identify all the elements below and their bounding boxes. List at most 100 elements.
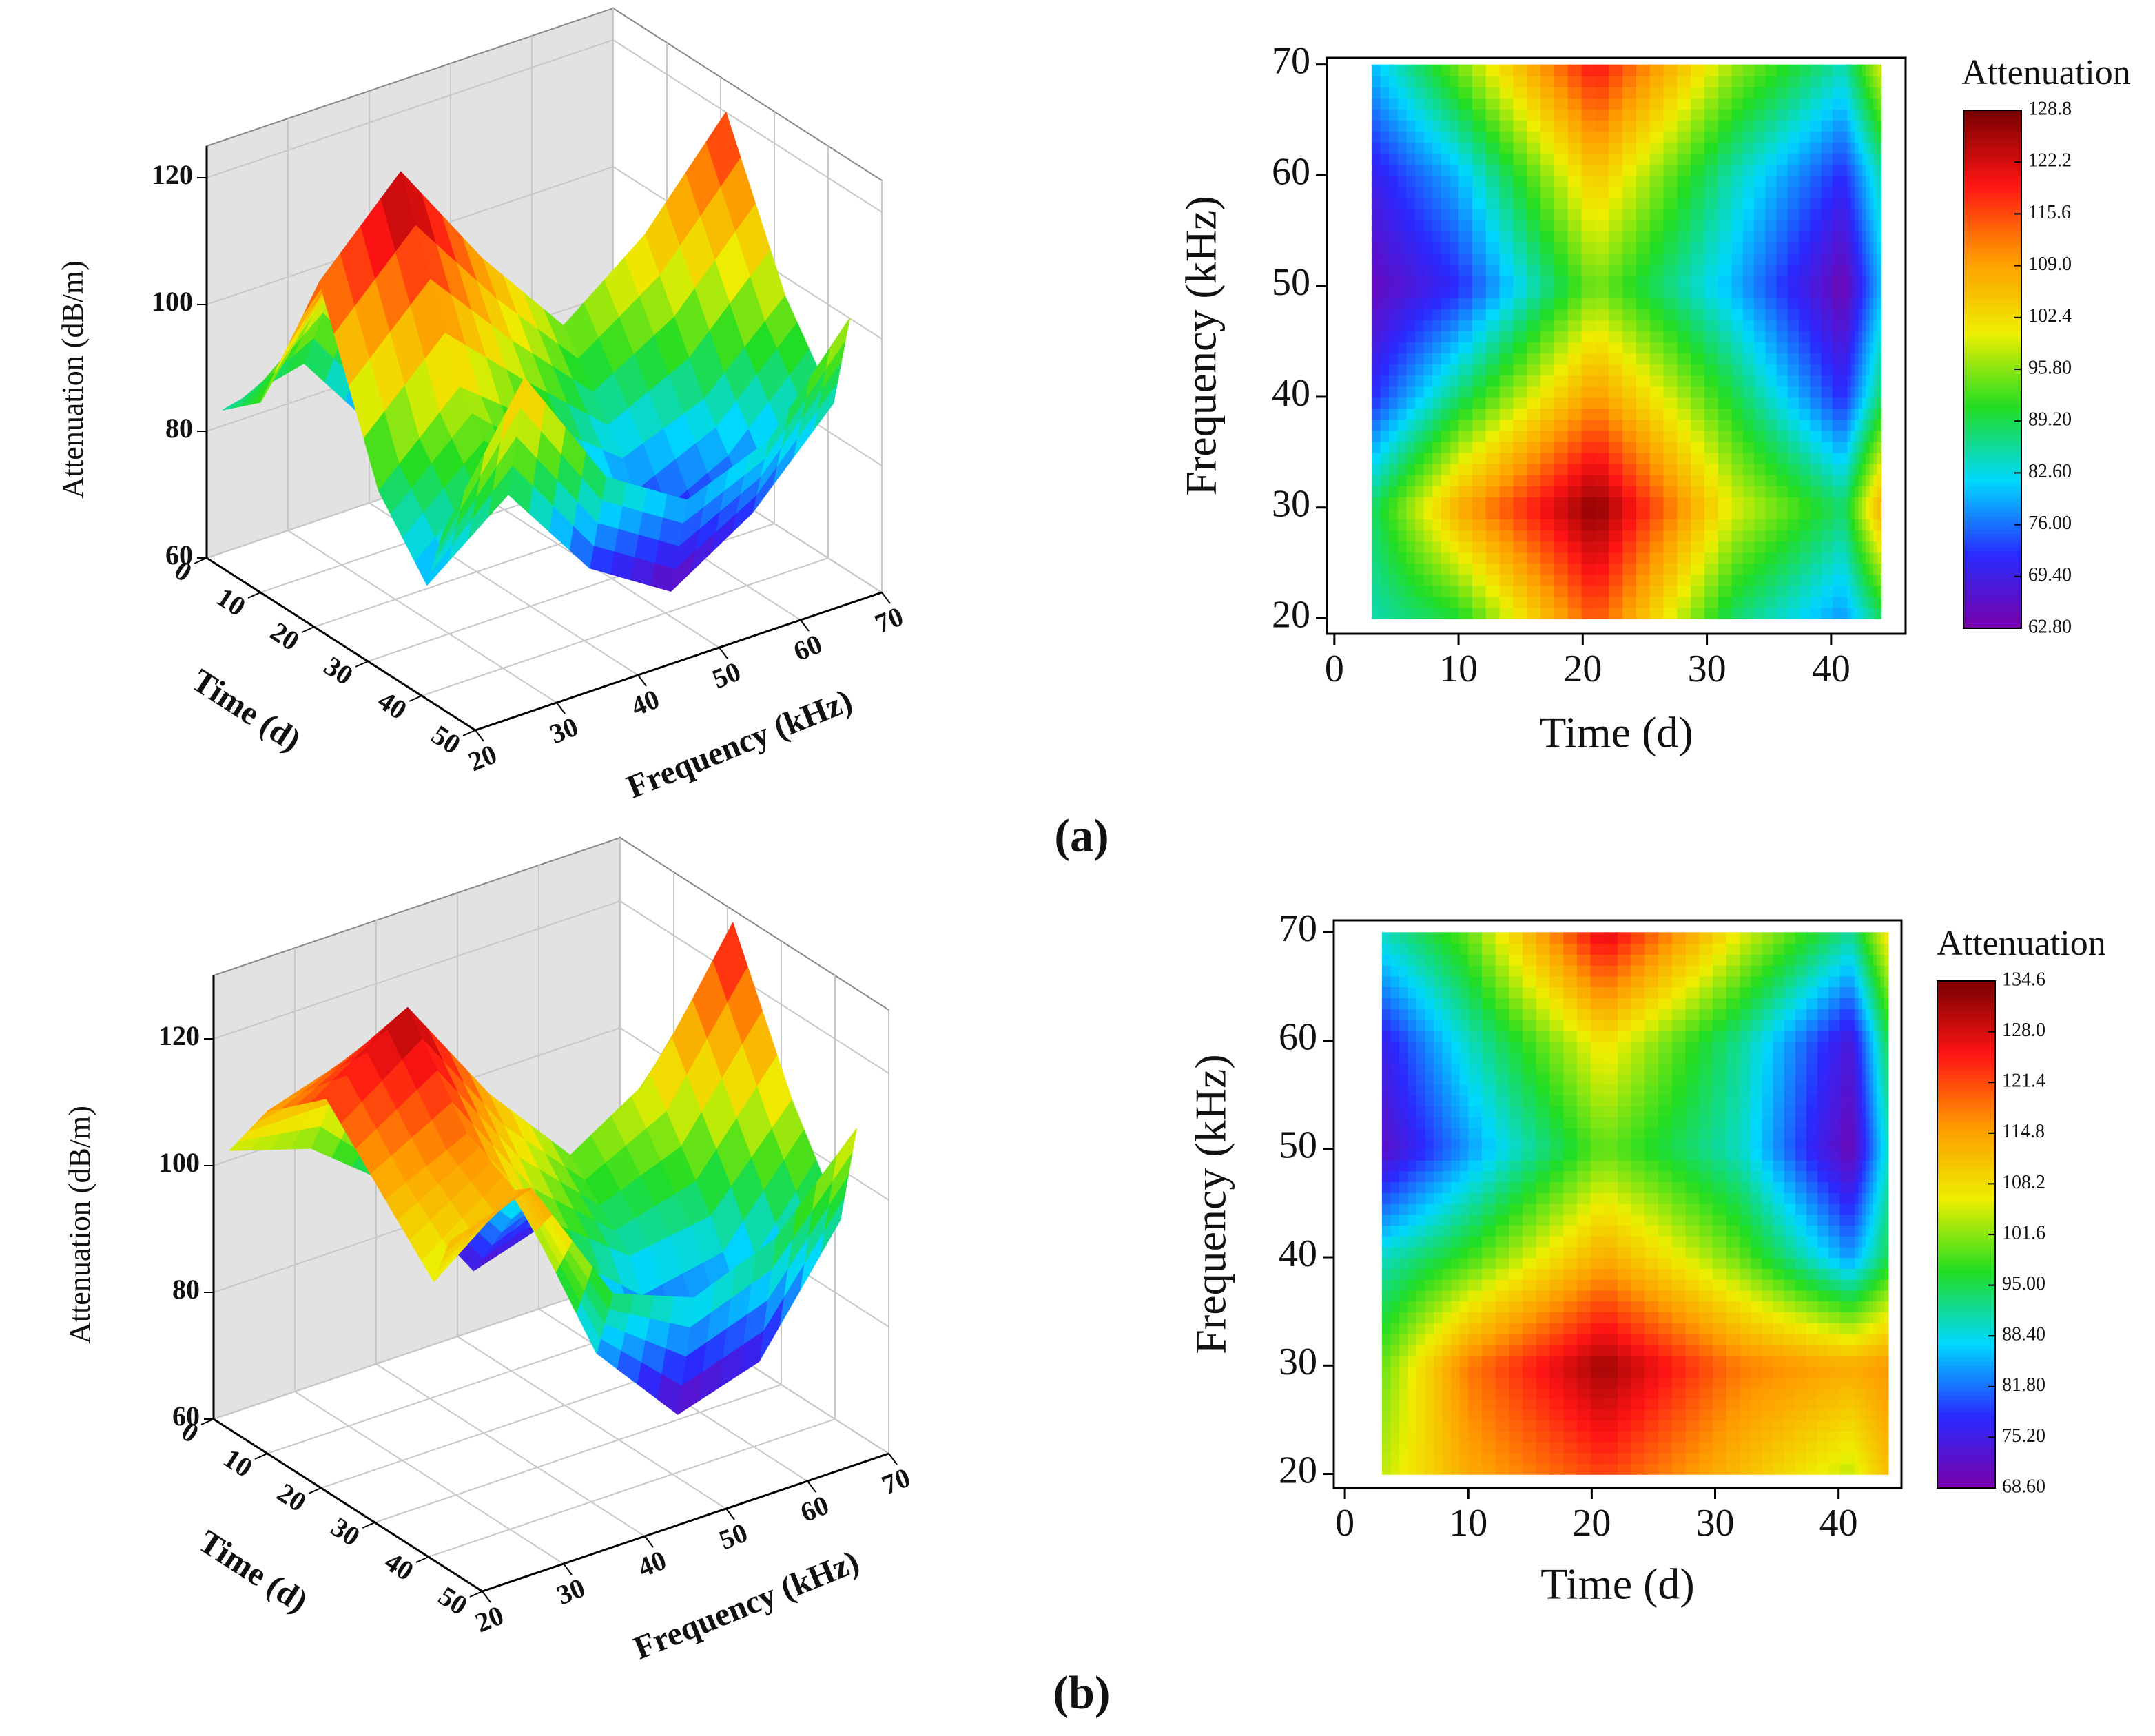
contour-cell <box>1658 1192 1673 1204</box>
contour-cell <box>1527 175 1542 187</box>
contour-cell <box>1798 352 1811 364</box>
contour-cell <box>1798 219 1811 231</box>
contour-cell <box>1685 1290 1700 1302</box>
contour-cell <box>1677 175 1692 187</box>
contour-cell <box>1821 164 1833 176</box>
contour-cell <box>1618 1257 1632 1269</box>
contour-cell <box>1450 153 1460 165</box>
contour-cell <box>1704 197 1720 209</box>
contour-cell <box>1866 64 1870 76</box>
contour-cell <box>1880 1279 1886 1291</box>
contour-cell <box>1740 1311 1752 1323</box>
contour-cell <box>1397 396 1408 409</box>
colorbar-step <box>1963 499 2021 504</box>
contour-cell <box>1704 64 1720 76</box>
contour-cell <box>1581 153 1596 165</box>
contour-cell <box>1622 252 1638 265</box>
contour-cell <box>1663 496 1678 508</box>
contour-cell <box>1540 208 1556 220</box>
contour-cell <box>1884 1322 1889 1334</box>
contour-cell <box>1567 297 1582 309</box>
contour-cell <box>1787 607 1800 619</box>
contour-cell <box>1432 108 1443 121</box>
contour-cell <box>1495 1376 1510 1388</box>
contour-cell <box>1513 540 1528 553</box>
contour-cell <box>1832 75 1845 87</box>
contour-cell <box>1389 607 1399 619</box>
contour-cell <box>1636 164 1651 176</box>
time-tick-label: 50 <box>426 719 466 761</box>
contour-cell <box>1509 1214 1524 1226</box>
contour-cell <box>1773 1246 1786 1259</box>
contour-cell <box>1595 474 1610 486</box>
contour-cell <box>1754 585 1766 597</box>
contour-cell <box>1423 230 1434 243</box>
contour-cell <box>1576 1040 1591 1053</box>
contour-cell <box>1513 341 1528 353</box>
contour-cell <box>1499 585 1514 597</box>
contour-cell <box>1699 1159 1714 1172</box>
contour-cell <box>1389 120 1399 132</box>
contour-cell <box>1704 286 1720 298</box>
colorbar-step <box>1963 455 2021 461</box>
contour-cell <box>1513 607 1528 619</box>
contour-cell <box>1806 1203 1819 1215</box>
contour-cell <box>1795 1290 1808 1302</box>
contour-cell <box>1877 385 1882 398</box>
contour-cell <box>1451 1365 1461 1378</box>
contour-cell <box>1485 230 1501 243</box>
contour-cell <box>1850 1181 1856 1193</box>
contour-cell <box>1380 363 1390 375</box>
contour-cell <box>1567 208 1582 220</box>
contour-cell <box>1658 1354 1673 1367</box>
contour-cell <box>1884 1192 1889 1204</box>
contour-cell <box>1513 286 1528 298</box>
contour-cell <box>1858 1159 1863 1172</box>
contour-cell <box>1416 1463 1426 1475</box>
contour-cell <box>1434 1073 1443 1085</box>
contour-cell <box>1663 419 1678 431</box>
contour-cell <box>1810 363 1822 375</box>
contour-cell <box>1406 341 1416 353</box>
contour-cell <box>1649 352 1664 364</box>
contour-cell <box>1866 352 1870 364</box>
contour-cell <box>1622 396 1638 409</box>
contour-cell <box>1765 452 1777 464</box>
contour-cell <box>1432 463 1443 475</box>
contour-cell <box>1663 540 1678 553</box>
contour-cell <box>1549 1419 1565 1432</box>
contour-cell <box>1663 607 1678 619</box>
contour-cell <box>1704 385 1720 398</box>
contour-cell <box>1776 97 1788 110</box>
contour-cell <box>1718 120 1733 132</box>
contour-cell <box>1459 1203 1470 1215</box>
contour-cell <box>1832 97 1845 110</box>
contour-cell <box>1858 1409 1863 1421</box>
contour-cell <box>1622 319 1638 331</box>
contour-cell <box>1862 1398 1867 1410</box>
contour-cell <box>1472 97 1487 110</box>
y-tick-label: 30 <box>1272 483 1310 526</box>
contour-cell <box>1459 1268 1470 1280</box>
contour-cell <box>1795 1354 1808 1367</box>
contour-cell <box>1485 507 1501 519</box>
contour-cell <box>1873 164 1878 176</box>
contour-cell <box>1858 230 1864 243</box>
contour-cell <box>1604 1257 1619 1269</box>
contour-cell <box>1481 1268 1496 1280</box>
contour-cell <box>1880 1311 1886 1323</box>
contour-cell <box>1595 164 1610 176</box>
contour-cell <box>1740 1148 1752 1161</box>
contour-cell <box>1869 1409 1874 1421</box>
contour-cell <box>1636 175 1651 187</box>
grid-line <box>206 39 614 178</box>
contour-cell <box>1618 1333 1632 1345</box>
contour-cell <box>1854 1333 1859 1345</box>
contour-cell <box>1847 120 1852 132</box>
contour-cell <box>1425 1062 1435 1074</box>
contour-cell <box>1866 319 1870 331</box>
contour-cell <box>1609 485 1624 497</box>
contour-cell <box>1434 1246 1443 1259</box>
contour-cell <box>1495 1290 1510 1302</box>
contour-cell <box>1754 186 1766 198</box>
